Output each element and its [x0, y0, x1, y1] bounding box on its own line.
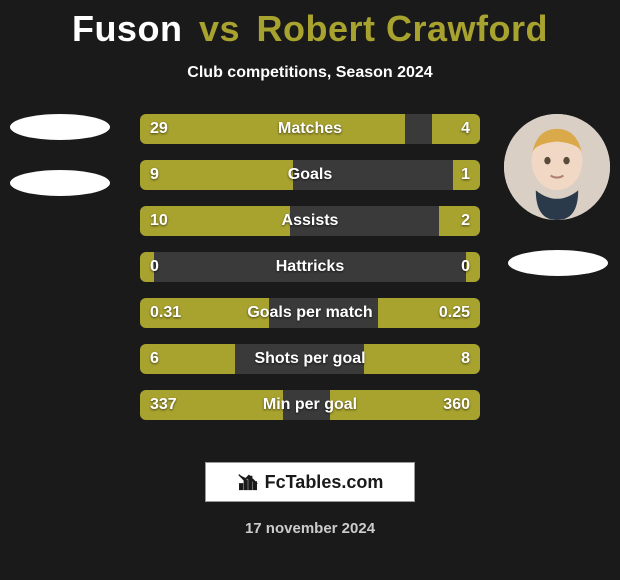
stat-label: Goals — [140, 160, 480, 190]
avatar-icon — [504, 114, 610, 220]
player1-avatar-area — [10, 114, 110, 196]
player2-avatar — [504, 114, 610, 220]
player1-placeholder-shape — [10, 170, 110, 196]
stat-row: 337360Min per goal — [140, 390, 480, 420]
stat-row: 00Hattricks — [140, 252, 480, 282]
stat-row: 102Assists — [140, 206, 480, 236]
comparison-content: 294Matches 91Goals 102Assists 00Hattricks 0.… — [0, 114, 620, 444]
stat-row: 0.310.25Goals per match — [140, 298, 480, 328]
stat-row: 294Matches — [140, 114, 480, 144]
footer-logo-text: FcTables.com — [265, 472, 384, 493]
player2-avatar-area — [504, 114, 610, 276]
footer-date: 17 november 2024 — [0, 520, 620, 537]
stat-row: 91Goals — [140, 160, 480, 190]
player2-placeholder-shape — [508, 250, 608, 276]
stat-label: Min per goal — [140, 390, 480, 420]
stat-row: 68Shots per goal — [140, 344, 480, 374]
chart-icon — [237, 471, 259, 493]
subtitle: Club competitions, Season 2024 — [0, 64, 620, 82]
stat-label: Shots per goal — [140, 344, 480, 374]
title-vs: vs — [199, 8, 240, 49]
title-player1: Fuson — [72, 8, 182, 49]
footer-logo: FcTables.com — [205, 462, 415, 502]
stat-bars: 294Matches 91Goals 102Assists 00Hattricks 0.… — [140, 114, 480, 436]
stat-label: Goals per match — [140, 298, 480, 328]
stat-label: Assists — [140, 206, 480, 236]
stat-label: Hattricks — [140, 252, 480, 282]
player1-placeholder-shape — [10, 114, 110, 140]
stat-label: Matches — [140, 114, 480, 144]
title-player2: Robert Crawford — [257, 8, 549, 49]
page-title: Fuson vs Robert Crawford — [0, 0, 620, 50]
